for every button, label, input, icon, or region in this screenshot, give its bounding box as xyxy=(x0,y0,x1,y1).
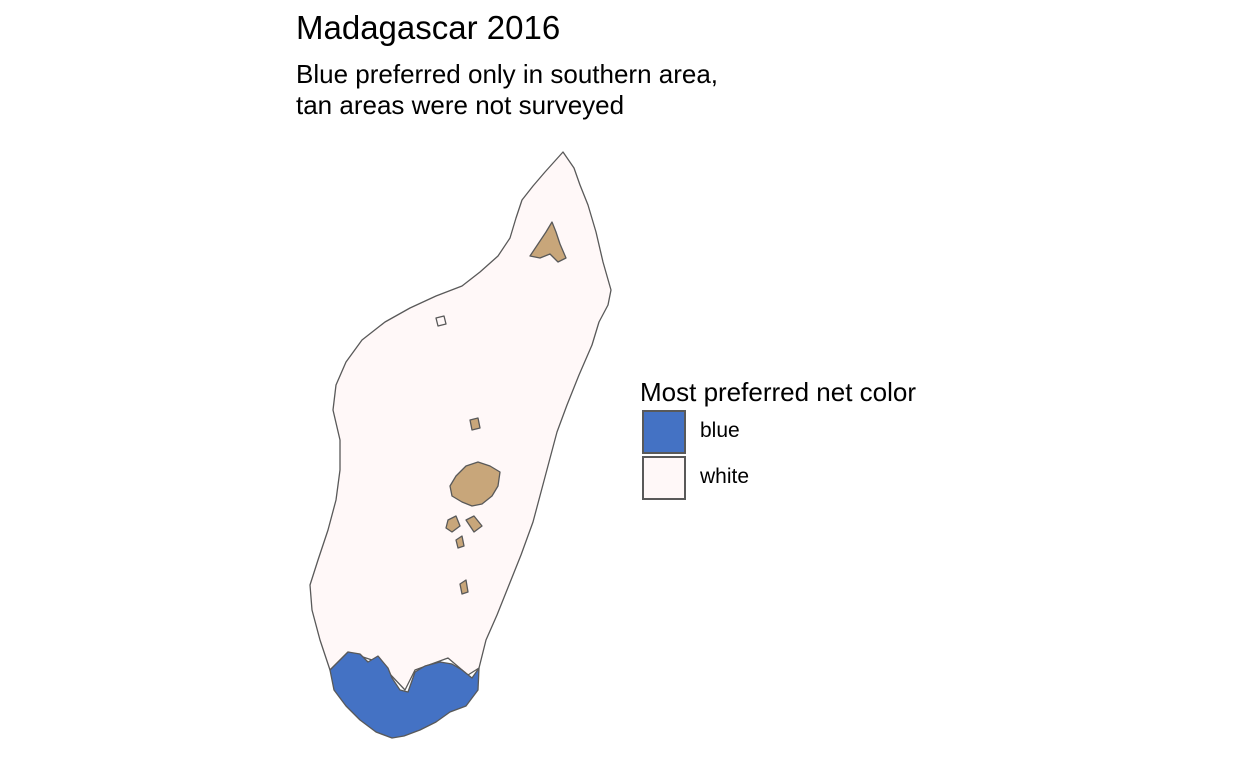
subtitle-line-2: tan areas were not surveyed xyxy=(296,90,625,120)
legend-label-white: white xyxy=(700,465,750,488)
region-blue-south xyxy=(329,651,480,739)
region-not-surveyed-center xyxy=(449,461,501,507)
region-not-surveyed-small-2 xyxy=(465,515,483,533)
legend-label-blue: blue xyxy=(700,419,740,442)
map-subtitle: Blue preferred only in southern area, ta… xyxy=(296,59,718,121)
region-not-surveyed-small-1 xyxy=(445,515,461,533)
subtitle-line-1: Blue preferred only in southern area, xyxy=(296,59,719,89)
legend-title: Most preferred net color xyxy=(640,377,917,407)
region-not-surveyed-north xyxy=(529,221,567,263)
region-white-islet xyxy=(435,315,447,327)
legend: Most preferred net color blue white xyxy=(640,374,960,502)
region-not-surveyed-small-5 xyxy=(459,579,469,595)
legend-key-blue xyxy=(642,410,686,454)
legend-key-white xyxy=(642,456,686,500)
region-white xyxy=(309,151,612,691)
map-title: Madagascar 2016 xyxy=(296,9,561,46)
legend-item-blue: blue xyxy=(640,410,960,456)
region-not-surveyed-small-4 xyxy=(469,417,481,431)
region-not-surveyed-small-3 xyxy=(455,535,465,549)
legend-item-white: white xyxy=(640,456,960,502)
